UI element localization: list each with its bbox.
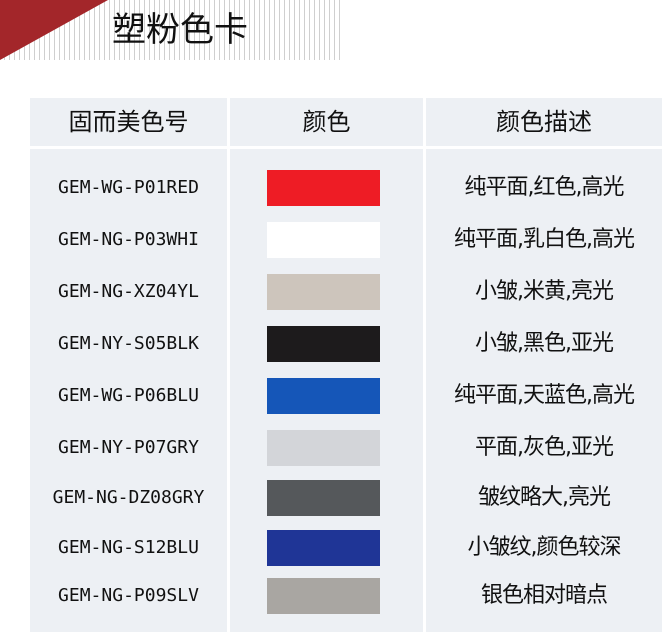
color-description: 银色相对暗点 bbox=[480, 583, 608, 608]
color-code: GEM-NG-P03WHI bbox=[58, 229, 199, 250]
color-description: 纯平面,乳白色,高光 bbox=[454, 227, 635, 252]
color-description: 小皱,黑色,亚光 bbox=[475, 331, 614, 356]
color-swatch bbox=[267, 530, 380, 566]
header-color: 颜色 bbox=[302, 108, 351, 136]
color-description: 小皱,米黄,亮光 bbox=[475, 279, 614, 304]
table-row: GEM-NG-S12BLU 小皱纹,颜色较深 bbox=[30, 522, 662, 574]
color-code: GEM-NG-S12BLU bbox=[58, 537, 199, 558]
table-row: GEM-WG-P06BLU 纯平面,天蓝色,高光 bbox=[30, 370, 662, 422]
table-row: GEM-NG-P03WHI 纯平面,乳白色,高光 bbox=[30, 214, 662, 266]
color-description: 纯平面,红色,高光 bbox=[464, 175, 625, 200]
color-swatch bbox=[267, 378, 380, 414]
color-swatch bbox=[267, 578, 380, 614]
color-code: GEM-WG-P06BLU bbox=[58, 385, 199, 406]
table-row: GEM-NG-XZ04YL 小皱,米黄,亮光 bbox=[30, 266, 662, 318]
header-divider bbox=[30, 146, 662, 149]
color-swatch bbox=[267, 274, 380, 310]
color-swatch bbox=[267, 480, 380, 516]
header-description: 颜色描述 bbox=[496, 108, 592, 136]
color-code: GEM-NG-P09SLV bbox=[58, 585, 199, 606]
color-description: 皱纹略大,亮光 bbox=[478, 485, 611, 510]
color-swatch bbox=[267, 170, 380, 206]
color-swatch bbox=[267, 326, 380, 362]
color-description: 纯平面,天蓝色,高光 bbox=[454, 383, 635, 408]
color-description: 平面,灰色,亚光 bbox=[475, 435, 614, 460]
color-code: GEM-NG-XZ04YL bbox=[58, 281, 199, 302]
color-card-table: 固而美色号 颜色 颜色描述 GEM-WG-P01RED 纯平面,红色,高光 GEM… bbox=[30, 98, 662, 632]
table-row: GEM-NY-P07GRY 平面,灰色,亚光 bbox=[30, 422, 662, 474]
table-row: GEM-WG-P01RED 纯平面,红色,高光 bbox=[30, 162, 662, 214]
color-code: GEM-NY-S05BLK bbox=[58, 333, 199, 354]
table-row: GEM-NG-P09SLV 银色相对暗点 bbox=[30, 570, 662, 622]
color-code: GEM-WG-P01RED bbox=[58, 177, 199, 198]
color-swatch bbox=[267, 222, 380, 258]
table-row: GEM-NY-S05BLK 小皱,黑色,亚光 bbox=[30, 318, 662, 370]
column-divider bbox=[423, 98, 426, 632]
header-code: 固而美色号 bbox=[68, 108, 189, 136]
page-title: 塑粉色卡 bbox=[112, 10, 248, 50]
red-corner-decoration bbox=[0, 0, 108, 60]
color-code: GEM-NG-DZ08GRY bbox=[52, 487, 205, 508]
color-description: 小皱纹,颜色较深 bbox=[467, 535, 622, 560]
column-divider bbox=[227, 98, 230, 632]
color-code: GEM-NY-P07GRY bbox=[58, 437, 199, 458]
table-row: GEM-NG-DZ08GRY 皱纹略大,亮光 bbox=[30, 472, 662, 524]
color-swatch bbox=[267, 430, 380, 466]
